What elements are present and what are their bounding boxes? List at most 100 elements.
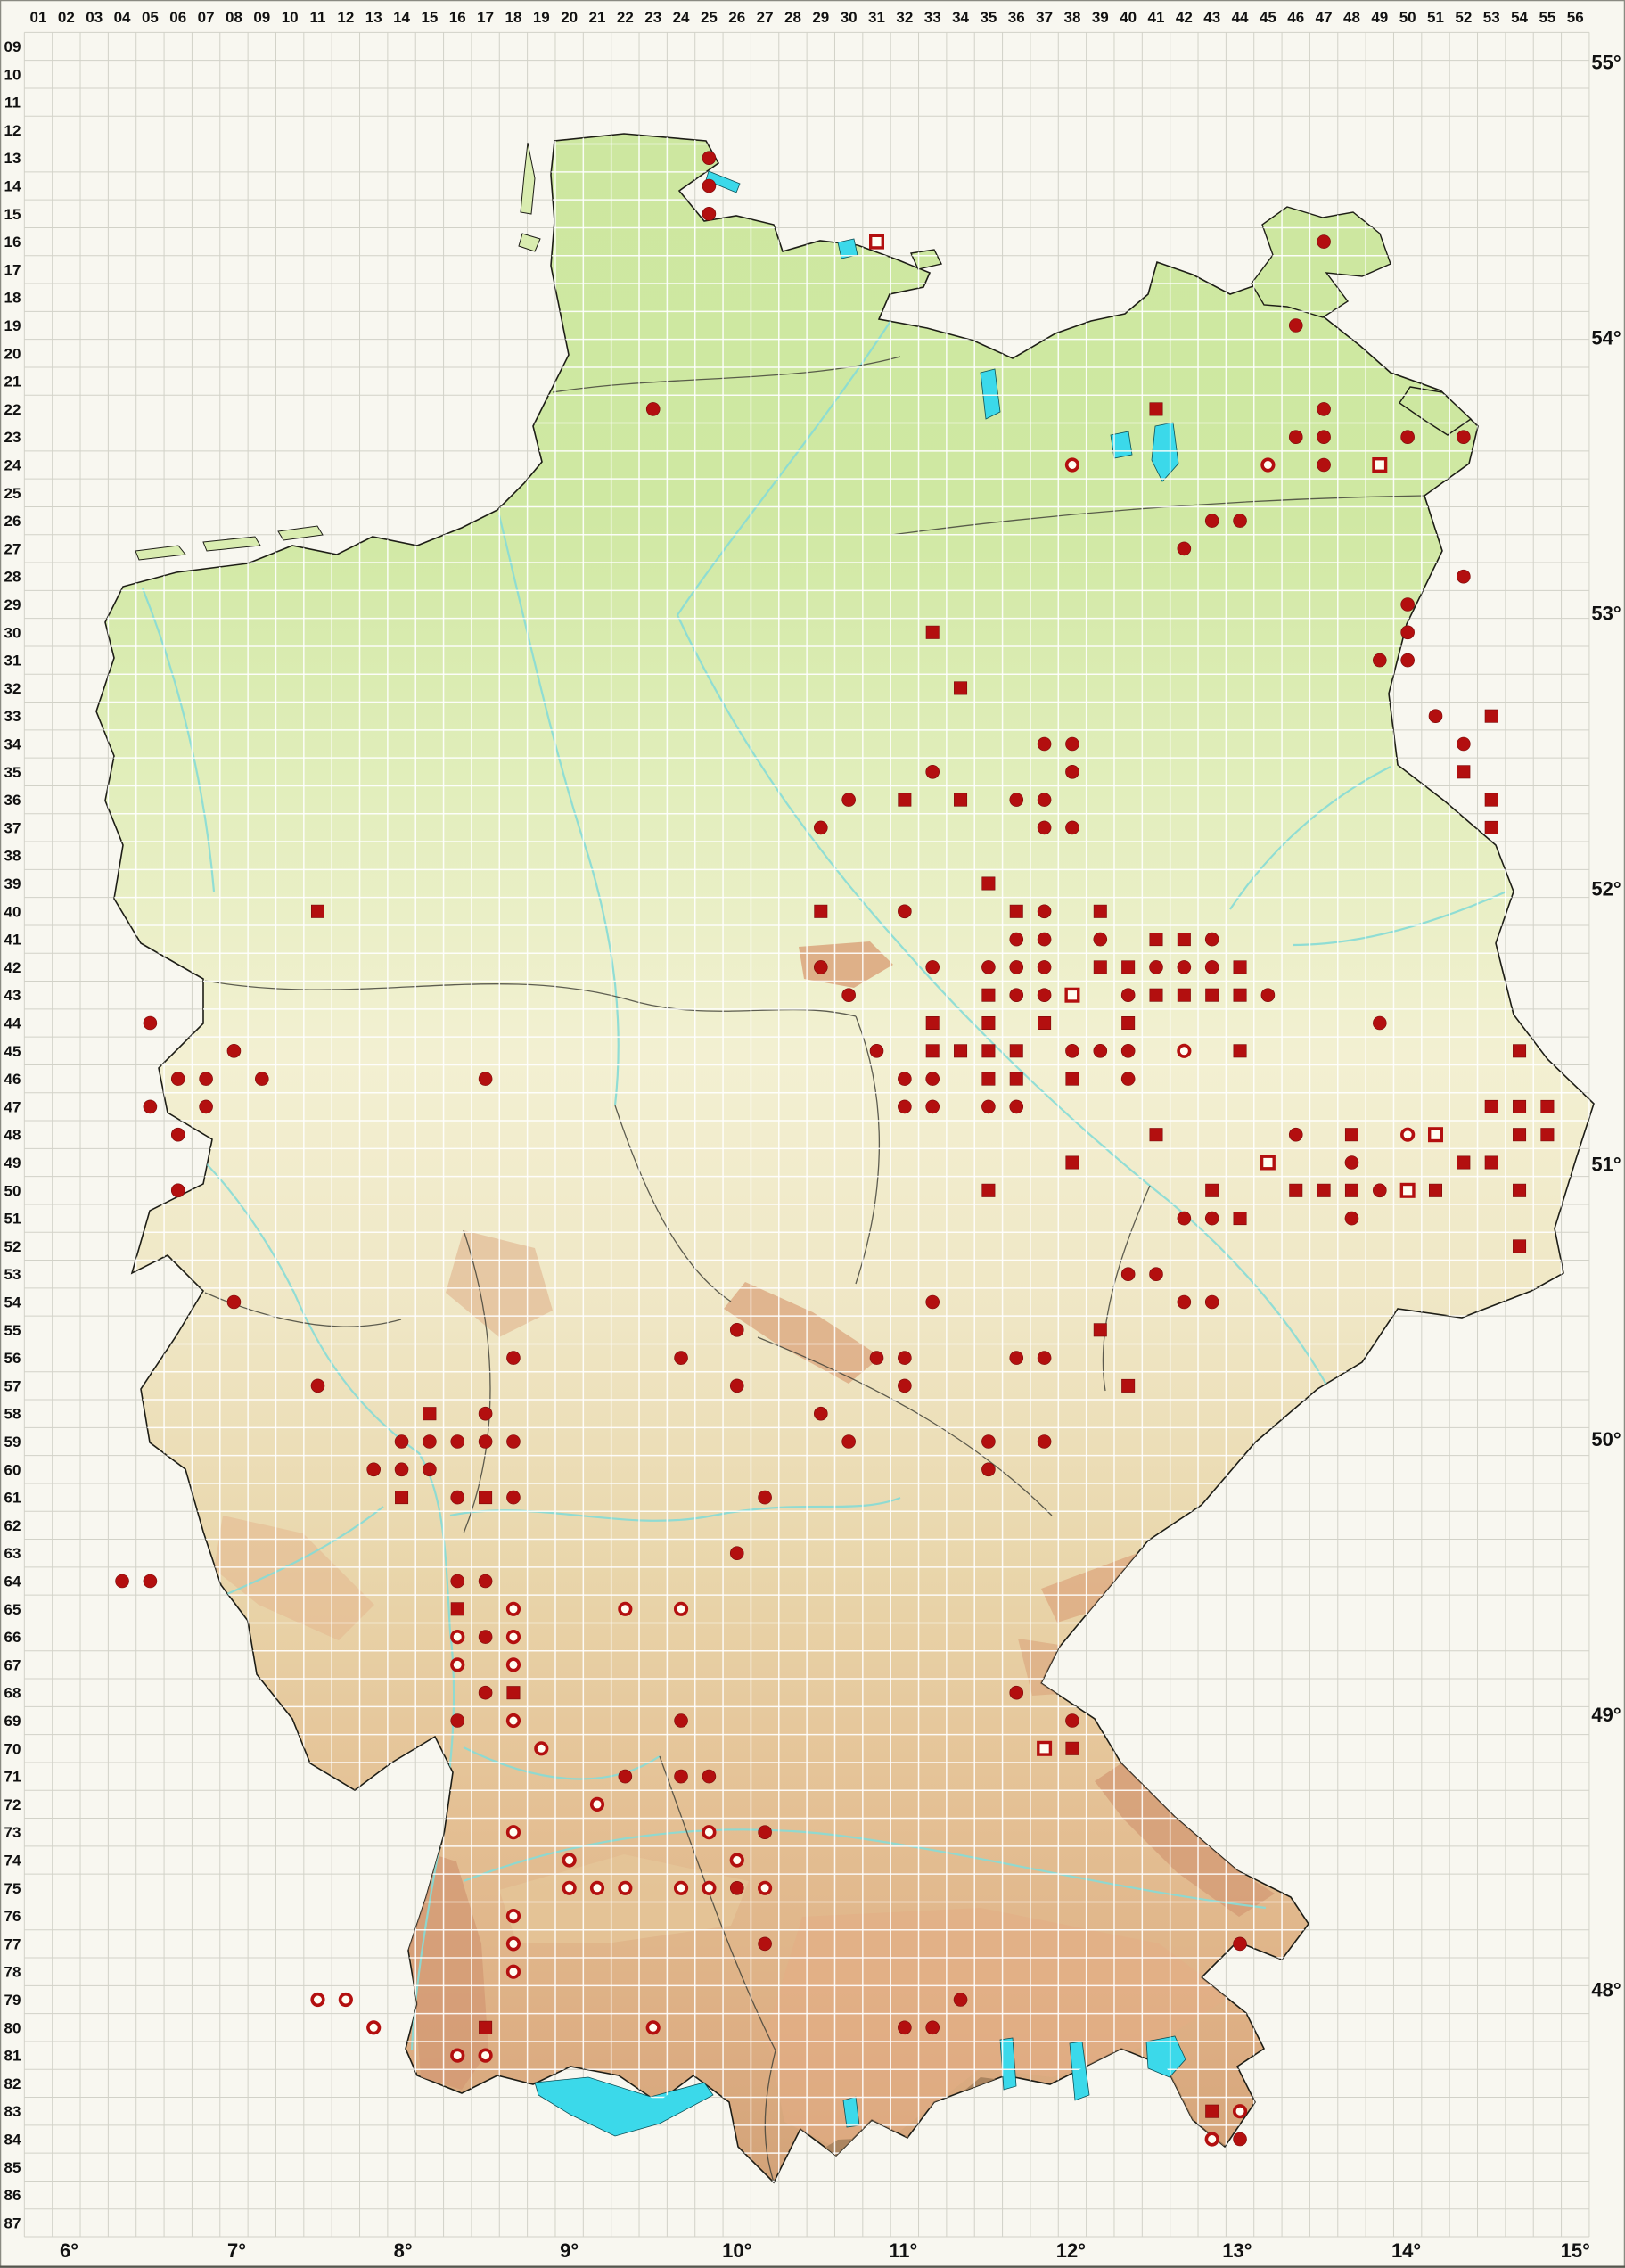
marker-filled-square[interactable] [1205, 2104, 1219, 2118]
marker-open-circle[interactable] [338, 1992, 353, 2008]
marker-filled-circle[interactable] [925, 2020, 940, 2035]
marker-filled-circle[interactable] [1288, 1127, 1303, 1142]
marker-filled-circle[interactable] [841, 988, 856, 1002]
marker-filled-circle[interactable] [1037, 793, 1052, 807]
marker-filled-circle[interactable] [143, 1574, 158, 1589]
marker-filled-square[interactable] [1149, 1128, 1163, 1142]
marker-filled-circle[interactable] [1120, 1267, 1136, 1281]
marker-open-circle[interactable] [673, 1601, 689, 1616]
marker-open-circle[interactable] [505, 1936, 521, 1952]
marker-open-square[interactable] [1372, 457, 1388, 473]
marker-open-circle[interactable] [618, 1880, 633, 1895]
marker-filled-circle[interactable] [478, 1685, 493, 1700]
marker-filled-circle[interactable] [813, 960, 828, 974]
marker-filled-circle[interactable] [506, 1490, 521, 1505]
marker-filled-circle[interactable] [450, 1434, 465, 1449]
marker-filled-square[interactable] [1149, 402, 1163, 416]
marker-filled-circle[interactable] [1233, 514, 1247, 528]
marker-filled-square[interactable] [1513, 1239, 1527, 1253]
marker-filled-circle[interactable] [813, 820, 828, 835]
marker-filled-square[interactable] [1177, 933, 1191, 947]
marker-filled-circle[interactable] [1457, 430, 1471, 445]
marker-filled-circle[interactable] [1177, 1294, 1192, 1310]
marker-filled-circle[interactable] [898, 1072, 912, 1086]
marker-filled-circle[interactable] [1317, 234, 1331, 249]
marker-filled-circle[interactable] [925, 1072, 940, 1086]
marker-filled-square[interactable] [479, 2020, 493, 2034]
marker-filled-circle[interactable] [478, 1406, 493, 1421]
marker-filled-circle[interactable] [1344, 1155, 1359, 1170]
marker-open-circle[interactable] [505, 1657, 521, 1672]
marker-filled-circle[interactable] [702, 1769, 717, 1784]
marker-filled-circle[interactable] [841, 793, 856, 807]
marker-filled-circle[interactable] [1177, 1211, 1192, 1226]
marker-filled-circle[interactable] [898, 904, 912, 919]
marker-filled-square[interactable] [1457, 765, 1471, 779]
marker-filled-circle[interactable] [618, 1769, 633, 1784]
marker-filled-circle[interactable] [981, 960, 996, 974]
marker-filled-circle[interactable] [1400, 597, 1415, 612]
marker-filled-circle[interactable] [394, 1434, 409, 1449]
marker-filled-circle[interactable] [925, 1099, 940, 1114]
marker-open-circle[interactable] [478, 2048, 493, 2063]
marker-filled-square[interactable] [925, 625, 940, 639]
marker-filled-circle[interactable] [898, 1099, 912, 1114]
marker-filled-circle[interactable] [898, 1378, 912, 1393]
marker-filled-square[interactable] [1149, 988, 1163, 1002]
marker-filled-square[interactable] [1093, 960, 1107, 974]
marker-filled-circle[interactable] [1204, 932, 1219, 947]
marker-filled-circle[interactable] [981, 1434, 996, 1449]
marker-open-square[interactable] [869, 234, 885, 250]
marker-filled-circle[interactable] [1428, 709, 1443, 724]
marker-open-circle[interactable] [450, 2048, 465, 2063]
marker-filled-circle[interactable] [170, 1183, 185, 1198]
marker-filled-circle[interactable] [1120, 1044, 1136, 1058]
marker-filled-circle[interactable] [1037, 1434, 1052, 1449]
marker-filled-circle[interactable] [1093, 1044, 1108, 1058]
marker-filled-circle[interactable] [729, 1378, 744, 1393]
marker-filled-circle[interactable] [813, 1406, 828, 1421]
marker-filled-circle[interactable] [115, 1574, 129, 1589]
marker-filled-square[interactable] [1484, 820, 1498, 834]
marker-filled-square[interactable] [954, 1044, 968, 1058]
marker-open-circle[interactable] [310, 1992, 325, 2008]
marker-filled-circle[interactable] [1204, 514, 1219, 528]
marker-filled-circle[interactable] [729, 1546, 744, 1560]
marker-filled-square[interactable] [1093, 1323, 1107, 1337]
marker-filled-square[interactable] [981, 1183, 996, 1197]
marker-filled-square[interactable] [1317, 1183, 1331, 1197]
marker-open-circle[interactable] [505, 1713, 521, 1729]
marker-filled-circle[interactable] [925, 764, 940, 779]
marker-filled-circle[interactable] [1120, 1072, 1136, 1086]
marker-filled-circle[interactable] [1317, 430, 1331, 445]
marker-filled-square[interactable] [1009, 1072, 1023, 1086]
marker-filled-circle[interactable] [423, 1462, 437, 1477]
marker-filled-circle[interactable] [1009, 1099, 1024, 1114]
marker-filled-circle[interactable] [674, 1351, 688, 1365]
marker-filled-circle[interactable] [729, 1323, 744, 1337]
marker-filled-circle[interactable] [869, 1351, 884, 1365]
marker-filled-square[interactable] [1484, 1099, 1498, 1113]
marker-filled-square[interactable] [1457, 1155, 1471, 1170]
marker-open-circle[interactable] [505, 1601, 521, 1616]
marker-filled-circle[interactable] [1204, 1294, 1219, 1310]
marker-filled-square[interactable] [1540, 1128, 1555, 1142]
marker-filled-circle[interactable] [1009, 793, 1024, 807]
marker-open-circle[interactable] [450, 1657, 465, 1672]
marker-filled-square[interactable] [1205, 988, 1219, 1002]
marker-filled-circle[interactable] [1037, 904, 1052, 919]
marker-open-circle[interactable] [618, 1601, 633, 1616]
marker-filled-circle[interactable] [199, 1072, 213, 1086]
marker-filled-square[interactable] [1177, 988, 1191, 1002]
marker-filled-circle[interactable] [170, 1127, 185, 1142]
marker-filled-square[interactable] [981, 1016, 996, 1031]
marker-filled-square[interactable] [814, 904, 828, 918]
marker-filled-square[interactable] [1093, 904, 1107, 918]
marker-filled-circle[interactable] [1344, 1211, 1359, 1226]
marker-filled-circle[interactable] [1317, 402, 1331, 416]
marker-filled-circle[interactable] [729, 1881, 744, 1895]
marker-filled-circle[interactable] [1065, 764, 1079, 779]
marker-filled-circle[interactable] [841, 1434, 856, 1449]
marker-open-circle[interactable] [505, 1629, 521, 1645]
marker-filled-circle[interactable] [478, 1072, 493, 1086]
